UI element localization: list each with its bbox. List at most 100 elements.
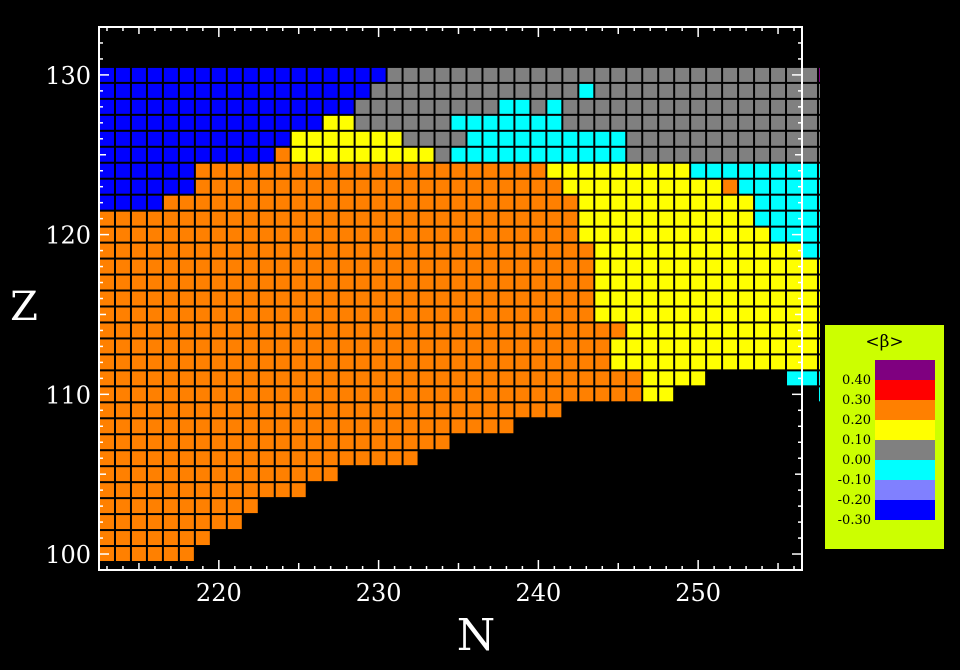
heatmap-cell [163, 531, 178, 546]
heatmap-cell [387, 179, 402, 194]
heatmap-cell [339, 115, 354, 130]
heatmap-cell [803, 115, 817, 130]
heatmap-cell [579, 163, 594, 178]
heatmap-cell [259, 179, 274, 194]
heatmap-cell [323, 355, 338, 370]
heatmap-cell [147, 547, 162, 562]
heatmap-cell [323, 307, 338, 322]
heatmap-cell [787, 115, 801, 130]
heatmap-cell [179, 131, 194, 146]
heatmap-cell [771, 163, 786, 178]
heatmap-cell [675, 323, 690, 338]
heatmap-cell [675, 371, 690, 386]
legend-title: <β> [865, 332, 904, 352]
heatmap-cell [147, 307, 162, 322]
heatmap-cell [787, 243, 801, 258]
heatmap-cell [275, 83, 290, 98]
heatmap-cell [483, 195, 498, 210]
heatmap-cell [179, 467, 194, 482]
heatmap-cell [611, 259, 626, 274]
y-tick-label: 120 [45, 222, 91, 250]
heatmap-cell [723, 307, 738, 322]
heatmap-cell [227, 387, 242, 402]
heatmap-cell [355, 227, 370, 242]
heatmap-cell [387, 275, 402, 290]
heatmap-cell [371, 355, 386, 370]
heatmap-cell [100, 115, 114, 130]
heatmap-cell [515, 371, 530, 386]
heatmap-cell [691, 131, 706, 146]
chart-canvas: 220 230 240 250 100 110 120 130 N Z [10, 26, 820, 661]
heatmap-cell [179, 211, 194, 226]
heatmap-cell [211, 131, 226, 146]
heatmap-cell [643, 371, 658, 386]
heatmap-cell [723, 83, 738, 98]
heatmap-cell [451, 195, 466, 210]
heatmap-cell [100, 179, 114, 194]
heatmap-cell [275, 403, 290, 418]
heatmap-cell [211, 483, 226, 498]
heatmap-cell [467, 131, 482, 146]
heatmap-cell [211, 99, 226, 114]
heatmap-cell [227, 195, 242, 210]
heatmap-cell [371, 259, 386, 274]
heatmap-cell [227, 275, 242, 290]
heatmap-cell [211, 435, 226, 450]
heatmap-cell [675, 355, 690, 370]
heatmap-cell [563, 307, 578, 322]
heatmap-cell [115, 291, 130, 306]
heatmap-cell [659, 259, 674, 274]
heatmap-cell [818, 227, 820, 242]
heatmap-cell [435, 419, 450, 434]
heatmap-cell [227, 67, 242, 82]
heatmap-cell [547, 131, 562, 146]
heatmap-cell [675, 131, 690, 146]
heatmap-cell [195, 419, 210, 434]
heatmap-cell [211, 371, 226, 386]
heatmap-cell [515, 147, 530, 162]
heatmap-cell [595, 195, 610, 210]
heatmap-cell [531, 83, 546, 98]
heatmap-cell [291, 163, 306, 178]
heatmap-cell [211, 83, 226, 98]
heatmap-cell [195, 323, 210, 338]
heatmap-cell [355, 179, 370, 194]
heatmap-cell [291, 259, 306, 274]
heatmap-cell [755, 179, 770, 194]
heatmap-cell [131, 131, 146, 146]
heatmap-cell [163, 67, 178, 82]
heatmap-cell [115, 179, 130, 194]
heatmap-cell [691, 179, 706, 194]
heatmap-cell [291, 403, 306, 418]
heatmap-cell [451, 371, 466, 386]
heatmap-cell [339, 179, 354, 194]
legend-swatch [875, 360, 935, 380]
heatmap-cell [100, 195, 114, 210]
heatmap-cell [355, 387, 370, 402]
heatmap-cell [467, 323, 482, 338]
legend-label: -0.10 [837, 473, 871, 488]
heatmap-cell [515, 211, 530, 226]
heatmap-cell [195, 403, 210, 418]
heatmap-cell [243, 211, 258, 226]
heatmap-cell [803, 179, 817, 194]
heatmap-cell [291, 243, 306, 258]
heatmap-cell [403, 211, 418, 226]
y-tick-label: 100 [45, 541, 91, 569]
heatmap-cell [803, 195, 817, 210]
heatmap-cell [643, 147, 658, 162]
heatmap-cell [611, 371, 626, 386]
heatmap-cell [275, 483, 290, 498]
heatmap-cell [163, 515, 178, 530]
heatmap-cell [403, 307, 418, 322]
heatmap-cell [211, 163, 226, 178]
heatmap-cell [147, 339, 162, 354]
heatmap-cell [403, 115, 418, 130]
heatmap-cell [818, 83, 820, 98]
heatmap-cell [787, 307, 801, 322]
heatmap-cell [323, 339, 338, 354]
heatmap-cell [371, 211, 386, 226]
heatmap-cell [627, 195, 642, 210]
heatmap-cell [163, 323, 178, 338]
heatmap-cell [115, 147, 130, 162]
